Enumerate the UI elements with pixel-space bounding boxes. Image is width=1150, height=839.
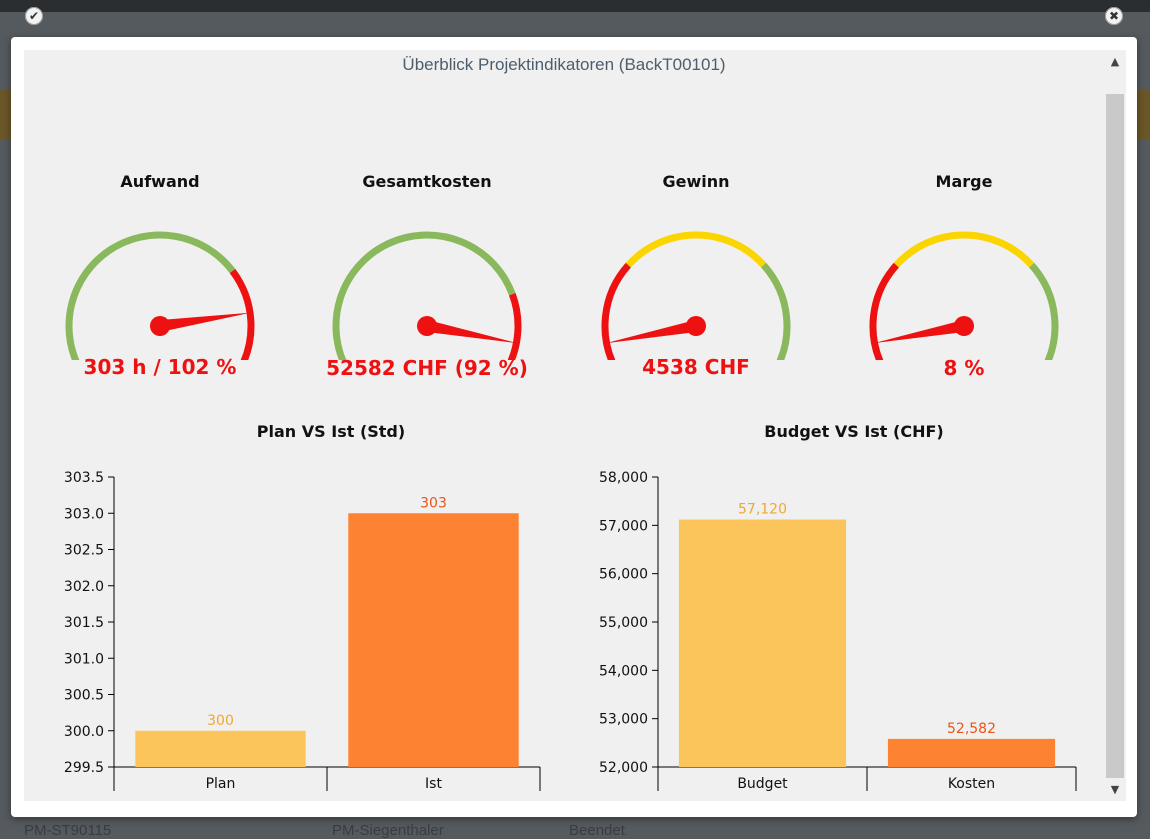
background-text: PM-Siegenthaler (332, 822, 444, 839)
close-icon[interactable]: ✖ (1105, 7, 1123, 25)
gauge-aufwand: Aufwand 303 h / 102 % (50, 172, 270, 412)
gauge-gesamtkosten: Gesamtkosten 52582 CHF (92 %) (317, 172, 537, 412)
gauge-band (332, 231, 516, 360)
chart-budget-vs-ist: Budget VS Ist (CHF) 52,000 53,000 54,000 55… (564, 422, 1094, 792)
gauge-pivot (954, 316, 974, 336)
gauge-band (507, 293, 522, 360)
chart-title: Plan VS Ist (Std) (256, 422, 406, 441)
dialog-content: Überblick Projektindikatoren (BackT00101… (24, 50, 1104, 801)
data-label: 303 (420, 495, 447, 511)
gauge-pivot (417, 316, 437, 336)
chart-plan-vs-ist: Plan VS Ist (Std) 299.5 300.0 300.5 301.0 30… (44, 422, 554, 792)
gauge-band (625, 231, 767, 268)
background-topbar (0, 0, 1150, 12)
gauge-title: Aufwand (120, 172, 200, 191)
y-tick-label: 55,000 (599, 615, 648, 631)
gauge-band (65, 231, 236, 360)
bar (135, 730, 306, 767)
gauge-band (761, 262, 791, 360)
gauge-needle (425, 320, 518, 344)
gauge-band (601, 262, 631, 360)
gauge-marge: Marge 8 % (854, 172, 1074, 412)
y-tick-label: 303.5 (64, 470, 104, 486)
gauge-title: Marge (935, 172, 993, 191)
y-tick-label: 302.0 (64, 579, 104, 595)
y-tick-label: 53,000 (599, 712, 648, 728)
chart-title: Budget VS Ist (CHF) (764, 422, 944, 441)
chart-svg: 52,000 53,000 54,000 55,000 56,000 57,000 58,0… (599, 470, 1077, 792)
data-label: 57,120 (738, 502, 787, 518)
gauge-gewinn: Gewinn 4538 CHF (586, 172, 806, 412)
gauge-needle (873, 320, 966, 344)
gauge-band (1029, 262, 1059, 360)
y-tick-label: 300.0 (64, 724, 104, 740)
scrollbar-thumb[interactable] (1106, 94, 1124, 778)
scroll-down-icon[interactable]: ▼ (1110, 783, 1120, 796)
gauge-band (869, 262, 899, 360)
y-tick-label: 56,000 (599, 567, 648, 583)
data-label: 300 (207, 713, 234, 729)
chart-svg: 299.5 300.0 300.5 301.0 301.5 302.0 302.5 303.0… (64, 470, 541, 792)
ok-icon[interactable]: ✔ (25, 7, 43, 25)
y-tick-label: 54,000 (599, 663, 648, 679)
category-label: Kosten (948, 776, 995, 792)
bar (348, 513, 519, 767)
gauge-title: Gesamtkosten (362, 172, 492, 191)
category-label: Budget (737, 776, 788, 792)
background-text: PM-ST90115 (24, 822, 112, 839)
y-tick-label: 301.5 (64, 615, 104, 631)
gauge-band (229, 268, 255, 360)
y-tick-label: 301.0 (64, 651, 104, 667)
y-tick-label: 58,000 (599, 470, 648, 486)
y-tick-label: 302.5 (64, 543, 104, 559)
background-text: Beendet (569, 822, 625, 839)
gauge-value: 52582 CHF (92 %) (326, 356, 528, 380)
bar (887, 738, 1056, 767)
category-label: Ist (425, 776, 442, 792)
y-tick-label: 57,000 (599, 518, 648, 534)
gauge-value: 8 % (943, 356, 985, 380)
scroll-up-icon[interactable]: ▲ (1110, 55, 1120, 68)
gauge-value: 4538 CHF (642, 355, 750, 379)
category-label: Plan (206, 776, 236, 792)
gauge-band (893, 231, 1035, 268)
y-tick-label: 303.0 (64, 506, 104, 522)
gauge-svg (869, 231, 1059, 360)
y-tick-label: 52,000 (599, 760, 648, 776)
y-tick-label: 300.5 (64, 688, 104, 704)
gauge-value: 303 h / 102 % (83, 355, 237, 379)
gauge-svg (332, 231, 522, 360)
bar (678, 519, 847, 767)
gauge-needle (159, 312, 251, 332)
gauge-svg (65, 231, 255, 360)
vertical-scrollbar[interactable]: ▲ ▼ (1104, 50, 1126, 801)
y-tick-label: 299.5 (64, 760, 104, 776)
gauge-pivot (686, 316, 706, 336)
gauge-svg (601, 231, 791, 360)
dialog: Überblick Projektindikatoren (BackT00101… (11, 37, 1137, 817)
gauge-title: Gewinn (662, 172, 730, 191)
gauge-needle (605, 320, 698, 344)
data-label: 52,582 (947, 721, 996, 737)
dialog-title: Überblick Projektindikatoren (BackT00101… (402, 55, 726, 74)
gauge-pivot (150, 316, 170, 336)
